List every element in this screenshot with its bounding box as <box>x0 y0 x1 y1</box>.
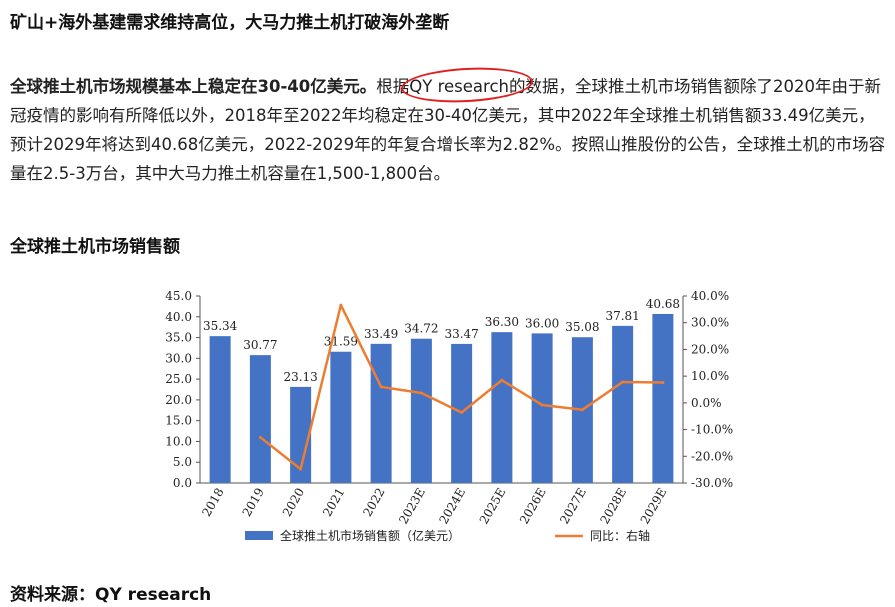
chart-title: 全球推土机市场销售额 <box>10 237 180 257</box>
right-tick-label: 0.0% <box>691 396 722 410</box>
bar-value-label: 33.47 <box>444 327 478 341</box>
left-tick-label: 10.0 <box>165 434 192 448</box>
bar-value-label: 23.13 <box>283 370 317 384</box>
paragraph-text-after: 的数据，全球推土机市场销售额除了2020年由于新冠疫情的影响有所降低以外，201… <box>10 77 886 183</box>
x-tick-label: 2023E <box>396 486 428 527</box>
paragraph-bold-lead: 全球推土机市场规模基本上稳定在30-40亿美元。 <box>10 77 377 96</box>
bar-2020 <box>290 386 312 483</box>
legend-line-label: 同比：右轴 <box>590 528 650 543</box>
bar-value-label: 31.59 <box>324 335 358 349</box>
legend-bar-swatch <box>245 531 273 540</box>
bar-2023E <box>410 338 432 483</box>
highlight-circled-source: QY research <box>400 64 534 106</box>
right-tick-label: -10.0% <box>691 423 733 437</box>
right-tick-label: 40.0% <box>691 289 729 303</box>
left-tick-label: 30.0 <box>165 351 192 365</box>
bar-2026E <box>531 333 553 483</box>
x-tick-label: 2022 <box>360 486 387 519</box>
yoy-point-2022 <box>379 385 383 389</box>
right-tick-label: 10.0% <box>691 369 729 383</box>
x-tick-label: 2029E <box>638 486 670 527</box>
x-tick-label: 2020 <box>280 486 307 519</box>
yoy-point-2019 <box>258 435 262 439</box>
left-tick-label: 5.0 <box>173 455 192 469</box>
x-tick-label: 2027E <box>557 486 589 527</box>
bar-value-label: 34.72 <box>404 322 438 336</box>
bar-2022 <box>370 343 392 483</box>
yoy-point-2021 <box>339 303 343 307</box>
bar-value-label: 30.77 <box>243 338 277 352</box>
left-tick-label: 35.0 <box>165 331 192 345</box>
source-note: 资料来源：QY research <box>10 585 212 605</box>
yoy-point-2025E <box>500 378 504 382</box>
x-tick-label: 2021 <box>320 486 347 519</box>
left-tick-label: 15.0 <box>165 414 192 428</box>
bar-2019 <box>249 355 271 483</box>
bar-value-label: 35.08 <box>565 320 599 334</box>
bar-value-label: 36.00 <box>525 316 559 330</box>
bar-value-label: 33.49 <box>364 327 398 341</box>
yoy-point-2028E <box>621 380 625 384</box>
bar-2028E <box>612 325 634 483</box>
left-tick-label: 20.0 <box>165 393 192 407</box>
x-tick-label: 2025E <box>477 486 509 527</box>
bar-2018 <box>209 336 231 483</box>
left-tick-label: 45.0 <box>165 289 192 303</box>
bar-2021 <box>330 351 352 483</box>
x-tick-label: 2026E <box>517 486 549 527</box>
bar-value-label: 40.68 <box>646 297 680 311</box>
yoy-point-2026E <box>540 403 544 407</box>
x-tick-label: 2028E <box>597 486 629 527</box>
x-tick-label: 2018 <box>199 486 226 519</box>
yoy-point-2027E <box>580 408 584 412</box>
yoy-point-2023E <box>419 391 423 395</box>
yoy-point-2024E <box>460 410 464 414</box>
right-tick-label: 30.0% <box>691 316 729 330</box>
right-tick-label: 20.0% <box>691 342 729 356</box>
legend-bar-label: 全球推土机市场销售额（亿美元） <box>280 528 460 543</box>
left-tick-label: 0.0 <box>173 476 192 490</box>
right-tick-label: -20.0% <box>691 449 733 463</box>
right-tick-label: -30.0% <box>691 476 733 490</box>
paragraph-text-before: 根据 <box>376 77 410 96</box>
left-tick-label: 25.0 <box>165 372 192 386</box>
bar-2025E <box>491 332 513 483</box>
section-heading: 矿山+海外基建需求维持高位，大马力推土机打破海外垄断 <box>10 13 450 33</box>
yoy-point-2029E <box>661 381 665 385</box>
x-tick-label: 2019 <box>240 486 267 519</box>
bar-value-label: 37.81 <box>605 309 639 323</box>
bar-value-label: 35.34 <box>203 319 238 333</box>
yoy-point-2020 <box>299 467 303 471</box>
x-tick-label: 2024E <box>436 486 468 527</box>
left-tick-label: 40.0 <box>165 310 192 324</box>
bar-2029E <box>652 313 674 483</box>
bar-value-label: 36.30 <box>485 315 519 329</box>
highlight-text: QY research <box>409 77 509 96</box>
body-paragraph: 全球推土机市场规模基本上稳定在30-40亿美元。根据QY research 的数据… <box>10 64 888 188</box>
